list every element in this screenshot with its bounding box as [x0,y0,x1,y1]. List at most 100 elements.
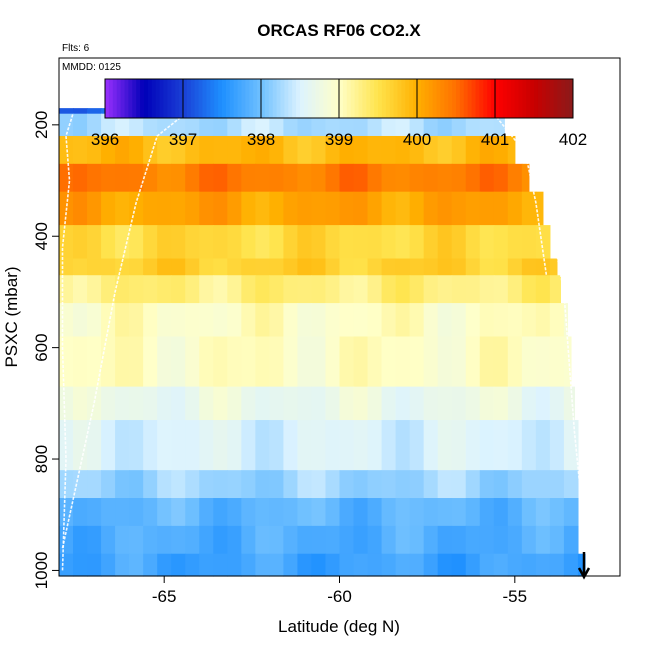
heatmap-cell [339,386,355,421]
heatmap-cell [507,163,523,193]
heatmap-cell [325,498,341,527]
heatmap-cell [367,420,383,471]
colorbar-swatch [385,79,391,118]
heatmap-cell [59,258,74,276]
heatmap-cell [353,275,369,304]
heatmap-cell [493,470,509,499]
heatmap-cell [311,336,327,388]
heatmap-cell [143,420,158,471]
heatmap-cell [283,386,299,421]
colorbar-swatch [186,79,192,118]
heatmap-cell [325,275,341,304]
heatmap-cell [493,336,509,388]
heatmap-cell [101,275,116,304]
heatmap-cell [479,498,495,527]
heatmap-cell [465,498,481,527]
heatmap-cell [549,386,565,421]
x-tick-label: -55 [503,587,528,606]
heatmap-cell [339,525,355,555]
heatmap-cell [213,258,228,276]
heatmap-cell [493,420,509,471]
heatmap-cell [465,163,481,193]
heatmap-cell [353,191,369,226]
heatmap-cell [297,163,313,193]
heatmap-cell [437,225,453,260]
heatmap-cell [283,525,299,555]
heatmap-cell [241,275,256,304]
heatmap-cell [241,191,256,226]
heatmap-cell [437,525,453,555]
heatmap-cell [311,498,327,527]
heatmap-cell [171,386,186,421]
heatmap-cell [423,470,439,499]
heatmap-cell [199,420,214,471]
heatmap-cell [521,303,537,338]
heatmap-cell [269,553,284,577]
colorbar-swatch [264,79,270,118]
heatmap-cell [353,553,369,577]
heatmap-cell [563,386,576,421]
heatmap-cell [325,303,341,338]
colorbar-swatch [116,79,122,118]
heatmap-cell [213,275,228,304]
heatmap-cell [255,258,270,276]
heatmap-cell [171,163,186,193]
heatmap-cell [521,225,537,260]
heatmap-cell [115,225,130,260]
heatmap-cell [311,135,327,165]
heatmap-cell [101,258,116,276]
heatmap-cell [199,498,214,527]
colorbar-tick-label: 397 [169,130,197,149]
heatmap-cell [213,225,228,260]
x-axis: -65 -60 -55 [152,576,527,606]
heatmap-cell [451,336,467,388]
heatmap-cell [437,553,453,577]
heatmap-cell [381,163,397,193]
heatmap-cell [87,420,102,471]
heatmap-cell [87,191,102,226]
colorbar-swatch [459,79,465,118]
heatmap-cell [185,498,200,527]
heatmap-cell [535,525,551,555]
heatmap-cell [367,525,383,555]
heatmap-cell [199,386,214,421]
heatmap-cell [157,275,172,304]
heatmap-cell [143,525,158,555]
heatmap-cell [353,498,369,527]
heatmap-cell [409,386,425,421]
chart-title: ORCAS RF06 CO2.X [257,21,421,40]
heatmap-cell [157,336,172,388]
heatmap-cell [395,135,411,165]
colorbar-swatch [315,79,320,118]
heatmap-cell [479,225,495,260]
heatmap-cell [115,135,130,165]
heatmap-cell [213,525,228,555]
heatmap-cell [395,336,411,388]
heatmap-cell [213,163,228,193]
heatmap-cell [283,303,299,338]
heatmap-cell [213,191,228,226]
heatmap-cell [423,303,439,338]
heatmap-cell [325,470,341,499]
heatmap-cell [171,225,186,260]
heatmap-cell [101,420,116,471]
heatmap-cell [437,386,453,421]
heatmap-cell [241,553,256,577]
heatmap-cell [73,553,88,577]
y-tick-label: 600 [32,333,51,361]
colorbar-swatch [428,79,434,118]
heatmap-cell [325,553,341,577]
heatmap-cell [409,135,425,165]
heatmap-cell [171,135,186,165]
heatmap-cell [185,258,200,276]
heatmap-cell [521,191,537,226]
heatmap-cell [493,225,509,260]
colorbar-swatch [366,79,371,118]
colorbar-swatch [448,79,453,118]
colorbar-swatch [163,79,168,118]
heatmap-cell [423,258,439,276]
heatmap-cell [339,225,355,260]
heatmap-cell [59,336,74,388]
y-axis: 200 400 600 800 1000 [32,111,59,589]
heatmap-cell [157,191,172,226]
